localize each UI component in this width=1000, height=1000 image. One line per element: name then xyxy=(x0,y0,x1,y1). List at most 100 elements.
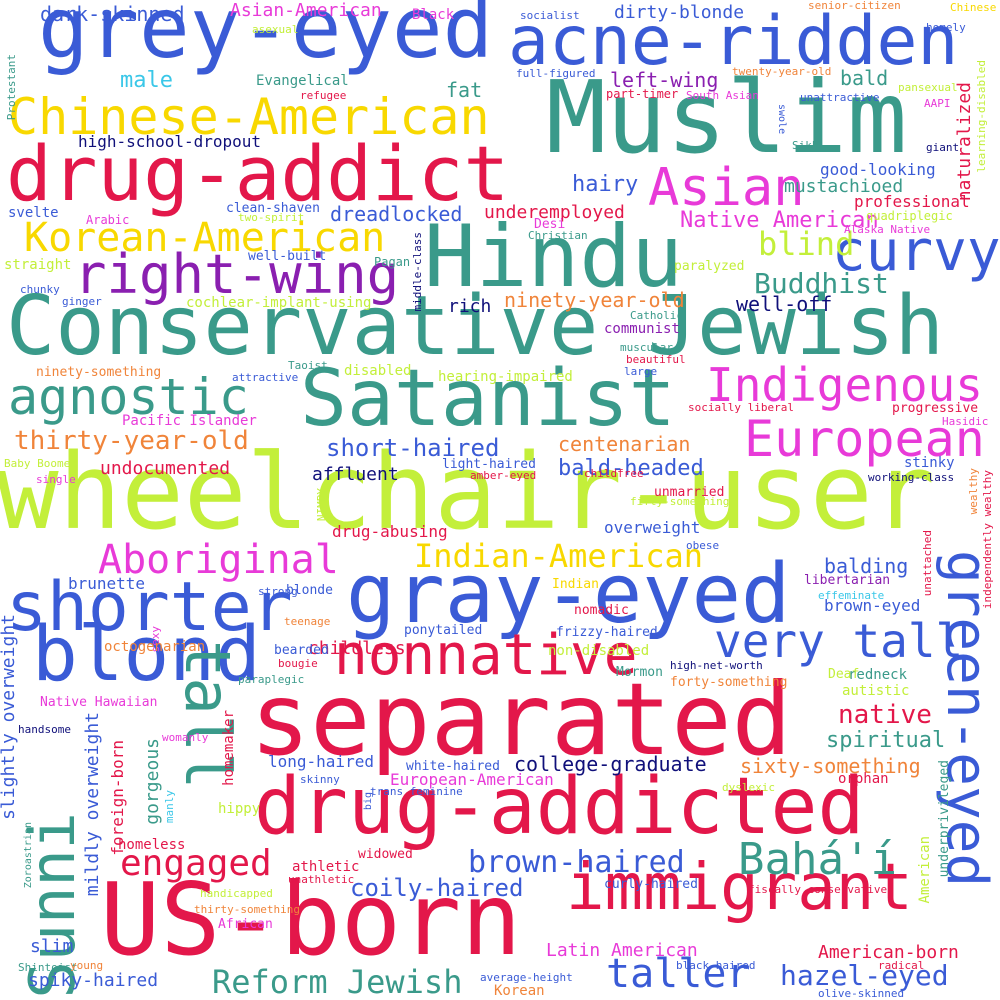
word-high-school-dropout: high-school-dropout xyxy=(78,132,262,151)
word-homeless: homeless xyxy=(118,837,186,853)
word-rich: rich xyxy=(448,296,492,317)
word-muscular: muscular xyxy=(620,341,673,354)
word-learning-disabled: learning-disabled xyxy=(975,60,988,173)
word-taller: taller xyxy=(606,951,751,997)
word-good-looking: good-looking xyxy=(820,160,936,179)
word-asian: Asian xyxy=(648,158,805,218)
word-professional: professional xyxy=(854,192,970,211)
word-short-haired: short-haired xyxy=(326,434,500,462)
word-nomadic: nomadic xyxy=(574,603,629,618)
word-undocumented: undocumented xyxy=(100,458,231,479)
word-arabic: Arabic xyxy=(86,213,130,227)
word-college-graduate: college-graduate xyxy=(514,752,707,776)
word-well-off: well-off xyxy=(736,292,833,316)
word-nimby: NIMBY xyxy=(315,488,328,522)
word-disabled: disabled xyxy=(344,363,412,379)
word-obese: obese xyxy=(686,539,720,552)
word-south-asian: South Asian xyxy=(686,89,759,102)
word-communist: communist xyxy=(604,321,680,337)
word-octogenarian: octogenarian xyxy=(104,639,206,655)
word-black-haired: black-haired xyxy=(676,959,756,972)
word-redneck: redneck xyxy=(848,667,908,683)
word-conservative-jewish: Conservative Jewish xyxy=(6,279,944,374)
word-working-class: working-class xyxy=(868,471,955,484)
word-blind: blind xyxy=(758,225,855,263)
word-native-hawaiian: Native Hawaiian xyxy=(40,695,158,710)
word-drug-abusing: drug-abusing xyxy=(332,522,448,541)
word-aboriginal: Aboriginal xyxy=(98,537,339,583)
word-part-timer: part-timer xyxy=(606,87,679,101)
word-spiritual: spiritual xyxy=(826,728,946,753)
word-agnostic: agnostic xyxy=(8,368,249,426)
word-asexual: asexual xyxy=(252,23,299,36)
word-socially-liberal: socially liberal xyxy=(688,401,794,414)
word-ginger: ginger xyxy=(62,295,102,308)
word-korean: Korean xyxy=(494,983,545,999)
word-indian-american: Indian-American xyxy=(414,537,703,575)
word-alaska-native: Alaska Native xyxy=(844,223,931,236)
word-stinky: stinky xyxy=(904,455,955,471)
word-latin-american: Latin American xyxy=(546,940,698,961)
word-curly-haired: curly-haired xyxy=(604,877,698,892)
word-blond: blond xyxy=(32,609,261,698)
word-non-disabled: non-disabled xyxy=(548,643,650,659)
word-separated: separated xyxy=(250,661,792,778)
word-autistic: autistic xyxy=(842,683,910,699)
word-american-born: American-born xyxy=(818,942,959,963)
word-asian-american: Asian-American xyxy=(230,0,382,21)
word-unattached: unattached xyxy=(921,530,934,597)
word-homely: homely xyxy=(926,21,966,34)
word-baby-boomer: Baby Boomer xyxy=(4,457,77,470)
word-overweight: overweight xyxy=(604,518,701,537)
word-bearded: bearded xyxy=(274,643,329,658)
word-thirty-year-old: thirty-year-old xyxy=(14,426,249,456)
word-young: young xyxy=(70,959,104,972)
word-ponytailed: ponytailed xyxy=(404,623,483,638)
word-chinese: Chinese xyxy=(950,1,997,14)
word-fat: fat xyxy=(446,78,483,102)
word-hazel-eyed: hazel-eyed xyxy=(780,959,949,992)
word-gray-eyed: gray-eyed xyxy=(346,547,791,642)
word-full-figured: full-figured xyxy=(516,67,596,80)
word-affluent: affluent xyxy=(312,464,399,485)
word-senior-citizen: senior-citizen xyxy=(808,0,901,12)
word-long-haired: long-haired xyxy=(268,752,374,771)
word-trans-feminine: trans feminine xyxy=(370,785,463,798)
word-forty-something: forty-something xyxy=(670,675,788,690)
word-christian: Christian xyxy=(528,229,588,242)
word-fiscally-conservative: fiscally conservative xyxy=(748,883,888,896)
word-radical: radical xyxy=(878,959,925,972)
word-left-wing: left-wing xyxy=(610,68,719,92)
word-curvy: curvy xyxy=(832,219,1000,284)
word-skinny: skinny xyxy=(300,773,340,786)
word-independently-wealthy: independently wealthy xyxy=(981,470,994,610)
word-buddhist: Buddhist xyxy=(754,267,889,300)
word-ninety-something: ninety-something xyxy=(36,365,162,380)
word-manly: manly xyxy=(163,790,176,824)
word-chinese-american: Chinese-American xyxy=(8,88,490,146)
word-sikh: Sikh xyxy=(792,139,819,152)
word-drug-addicted: drug-addicted xyxy=(254,762,865,852)
word-paralyzed: paralyzed xyxy=(674,259,745,274)
word-satanist: Satanist xyxy=(300,354,676,444)
word-unathletic: unathletic xyxy=(288,873,355,886)
word-shintoist: Shintoist xyxy=(18,961,78,974)
word-chunky: chunky xyxy=(20,283,60,296)
word-mildly-overweight: mildly overweight xyxy=(82,712,103,897)
word-engaged: engaged xyxy=(120,843,272,884)
word-svelte: svelte xyxy=(8,205,59,221)
word-handsome: handsome xyxy=(18,723,71,736)
word-refugee: refugee xyxy=(300,89,347,102)
word-bougie: bougie xyxy=(278,657,318,670)
word-mormon: Mormon xyxy=(616,665,663,680)
word-childfree: childfree xyxy=(584,467,644,480)
word-indigenous: Indigenous xyxy=(706,358,983,412)
word-brown-eyed: brown-eyed xyxy=(824,596,921,615)
word-slim: slim xyxy=(30,936,74,957)
word-single: single xyxy=(36,473,76,486)
word-reform-jewish: Reform Jewish xyxy=(212,963,463,1000)
word-ninety-year-old: ninety-year-old xyxy=(504,288,685,312)
word-desi: Desi xyxy=(534,217,566,232)
word-native: native xyxy=(838,700,932,730)
word-swole: swole xyxy=(776,104,787,135)
